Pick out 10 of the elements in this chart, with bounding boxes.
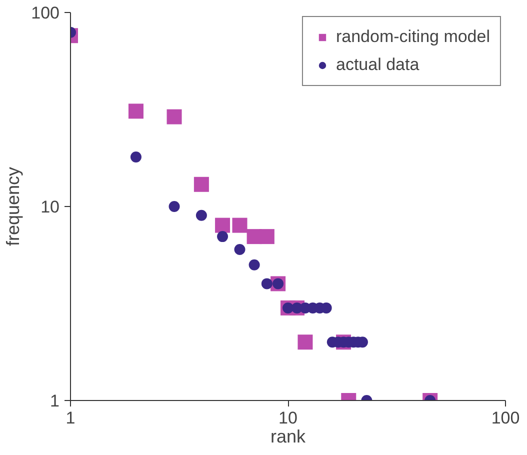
y-tick-label: 100 <box>31 4 60 22</box>
legend-label: actual data <box>336 55 420 75</box>
x-tick-label: 100 <box>491 408 520 428</box>
x-axis-title: rank <box>270 426 307 446</box>
x-tick-label: 1 <box>66 408 76 428</box>
legend-label: random-citing model <box>336 27 490 47</box>
y-tick-label: 10 <box>40 198 60 216</box>
y-tick-label: 1 <box>50 392 60 410</box>
x-tick-label: 10 <box>278 408 298 428</box>
y-axis-title: frequency <box>3 166 24 246</box>
